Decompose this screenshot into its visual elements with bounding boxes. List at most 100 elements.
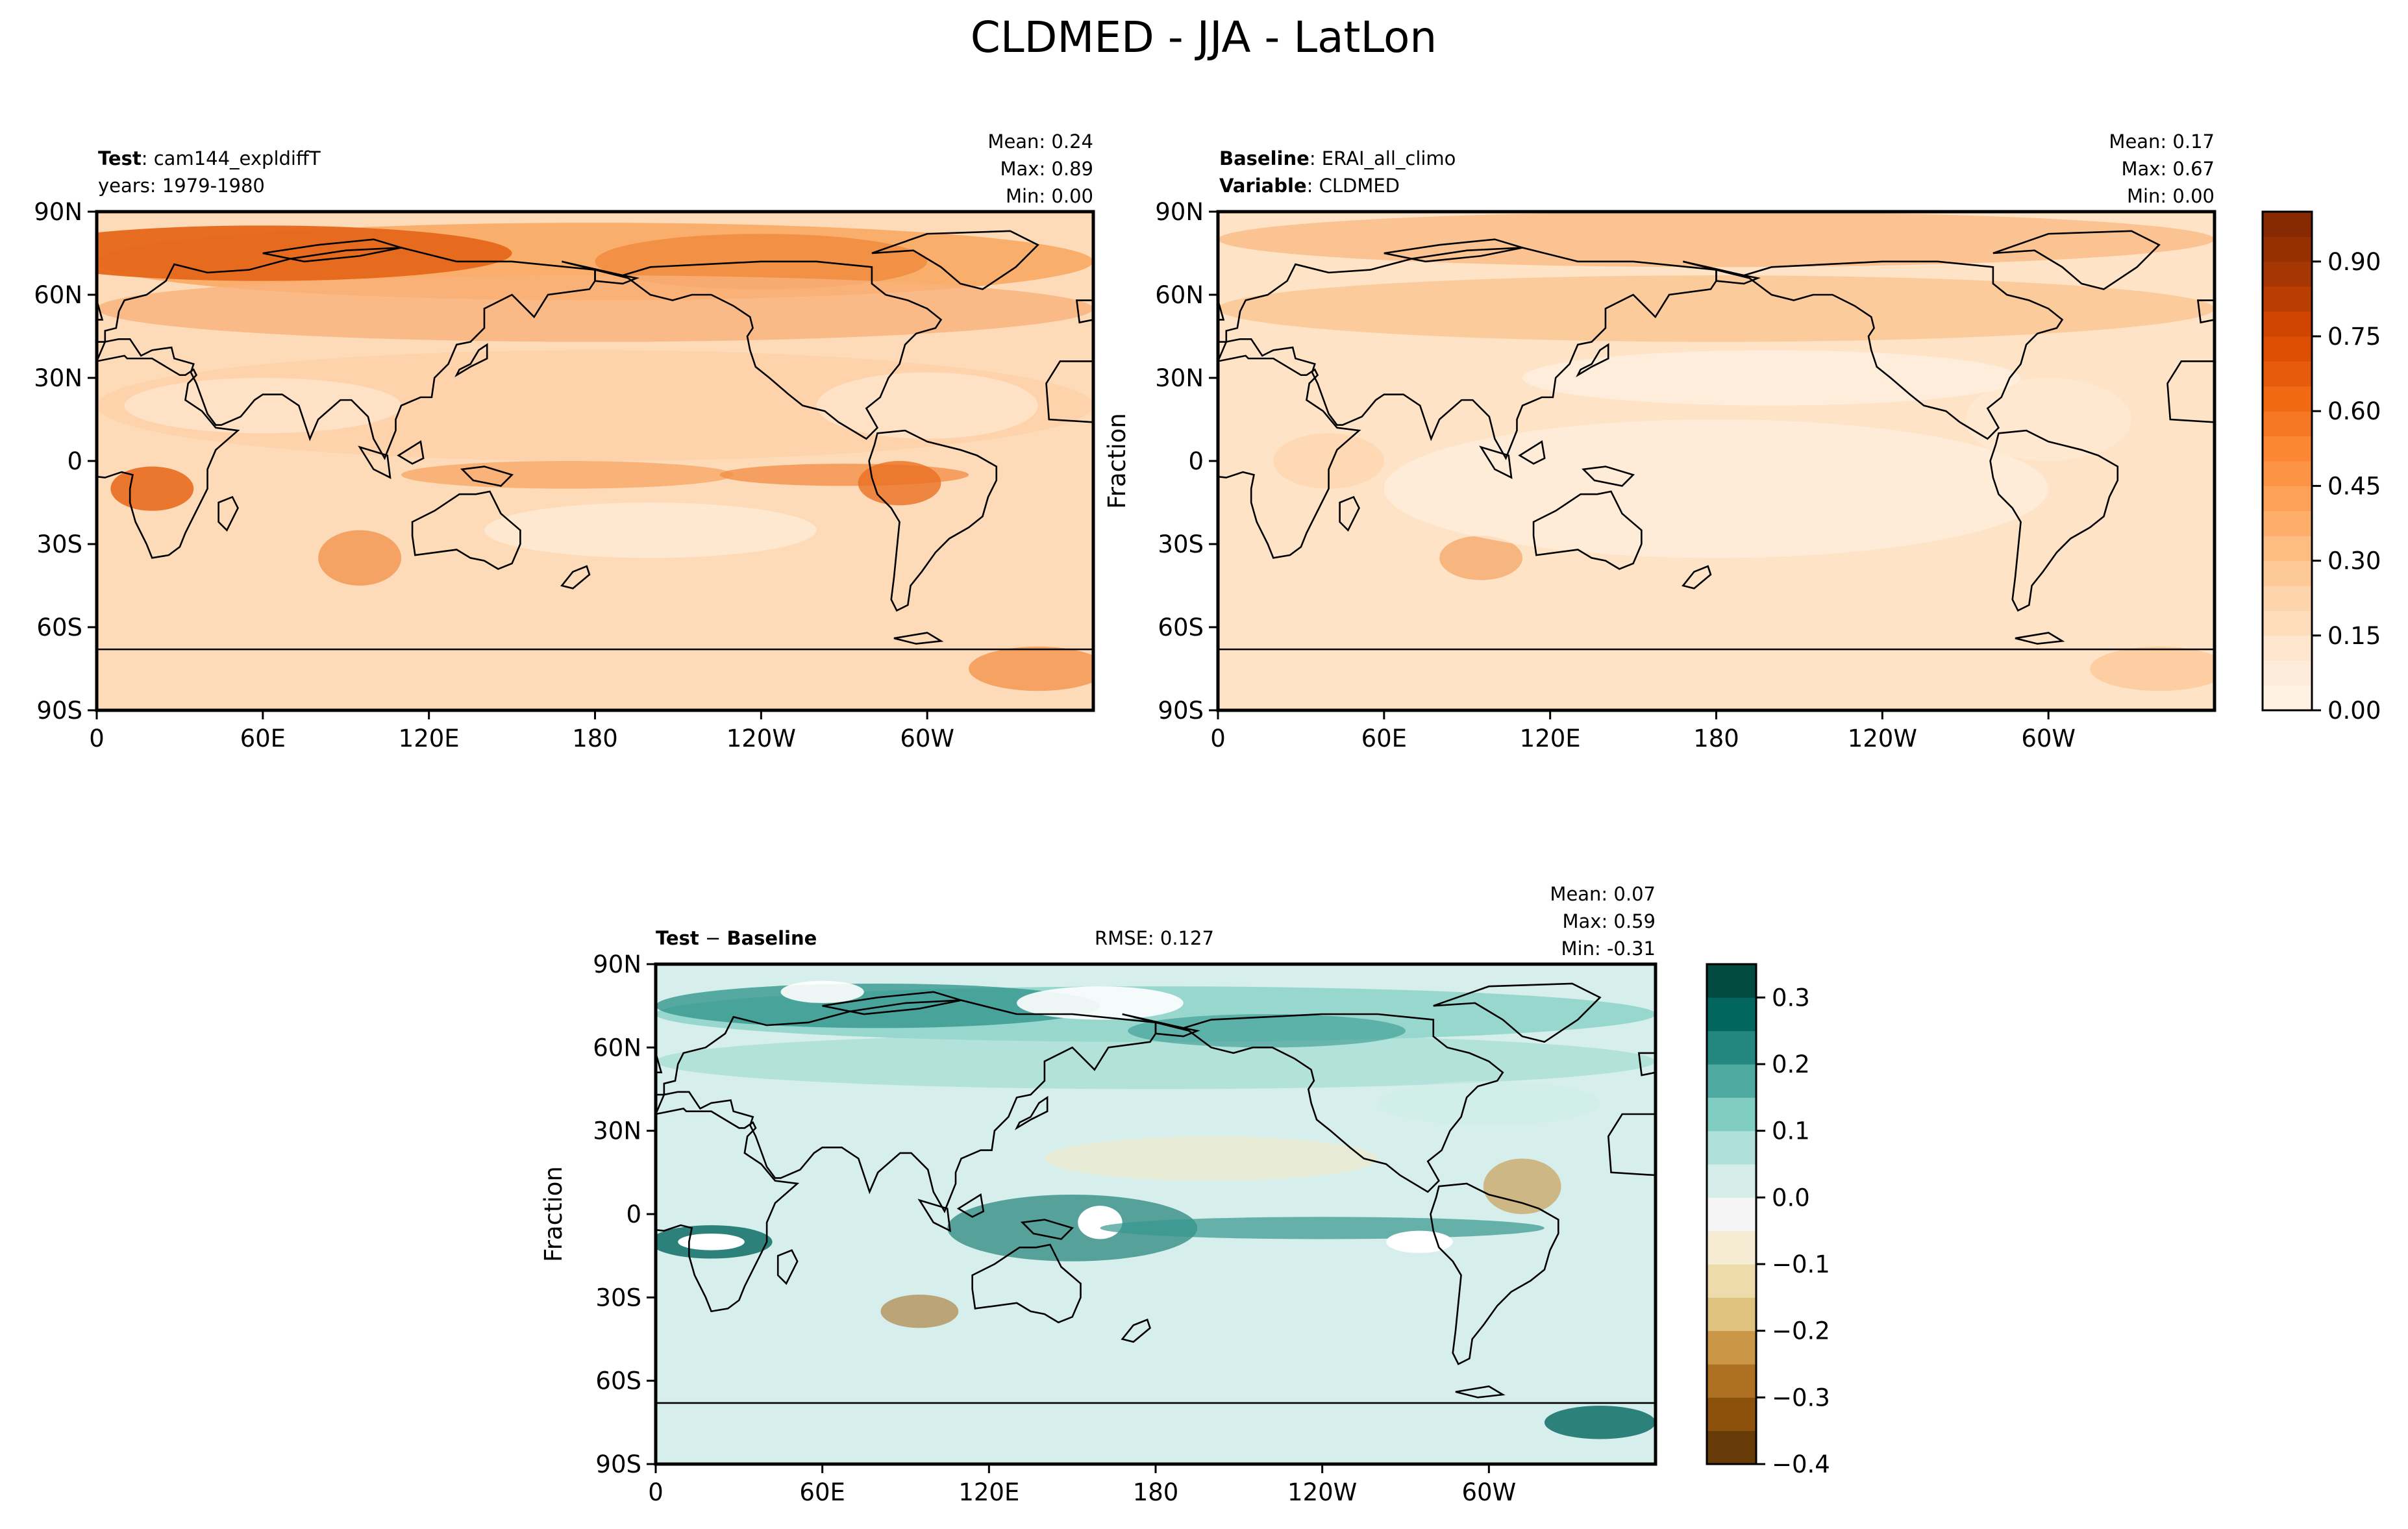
- test-field-region: [484, 503, 817, 558]
- test-years: years: 1979-1980: [98, 175, 265, 197]
- difference-y-tick-label: 90S: [595, 1450, 641, 1478]
- baseline-colorbar-level: [2263, 361, 2312, 387]
- test-y-tick-label: 90N: [34, 198, 82, 226]
- brbg-colorbar-frame: [1706, 963, 1757, 1465]
- difference-colorbar-level: [1707, 1264, 1756, 1298]
- oranges-colorbar-frame: [2261, 210, 2313, 712]
- baseline-y-tick-label: 60N: [1155, 281, 1204, 309]
- test-x-tick-label: 120W: [726, 725, 796, 752]
- baseline-header-line-1: Baseline: ERAI_all_climo: [1219, 147, 1456, 169]
- baseline-colorbar-tick-label: 0.15: [2327, 622, 2381, 650]
- baseline-field-region: [1439, 536, 1523, 580]
- difference-colorbar-tick-label: 0.1: [1772, 1117, 1810, 1145]
- difference-colorbar-level: [1707, 964, 1756, 998]
- baseline-x-tick-label: 0: [1210, 725, 1226, 752]
- difference-field-region: [1078, 1206, 1123, 1239]
- baseline-colorbar-tick-label: 0.45: [2327, 472, 2381, 500]
- difference-field-region: [1386, 1230, 1453, 1253]
- baseline-header-label: Baseline: [1219, 147, 1310, 169]
- test-x-ticks: 0 60E 120E 180 120W 60W: [89, 710, 954, 752]
- baseline-y-tick-label: 90S: [1158, 697, 1204, 725]
- difference-x-tick-label: 0: [648, 1478, 664, 1506]
- difference-colorbar-tick-label: −0.2: [1772, 1317, 1830, 1345]
- test-y-tick-label: 60N: [34, 281, 82, 309]
- difference-colorbar-tick-label: 0.0: [1772, 1184, 1810, 1212]
- test-map-field: [97, 212, 1093, 710]
- test-stat-min: Min: 0.00: [1006, 185, 1093, 207]
- baseline-y-tick-label: 90N: [1155, 198, 1204, 226]
- baseline-colorbar-level: [2263, 461, 2312, 486]
- difference-x-ticks: 0 60E 120E 180 120W 60W: [648, 1464, 1516, 1506]
- test-x-tick-label: 60W: [900, 725, 954, 752]
- baseline-y-tick-label: 60S: [1158, 614, 1204, 641]
- difference-y-tick-label: 90N: [593, 951, 641, 978]
- baseline-y-axis-label: Fraction: [1103, 413, 1131, 509]
- test-x-tick-label: 180: [572, 725, 618, 752]
- difference-y-ticks: 90N 60N 30N 0 30S 60S 90S: [593, 951, 656, 1478]
- baseline-colorbar-level: [2263, 586, 2312, 611]
- difference-colorbar-tick-label: −0.4: [1772, 1450, 1830, 1478]
- difference-stats: Mean: 0.07 Max: 0.59 Min: -0.31: [1550, 883, 1656, 960]
- baseline-colorbar-level: [2263, 560, 2312, 586]
- difference-colorbar-level: [1707, 1197, 1756, 1232]
- difference-field-region: [1544, 1406, 1656, 1439]
- difference-field-region: [678, 1233, 745, 1250]
- test-y-tick-label: 90S: [36, 697, 82, 725]
- difference-stat-max: Max: 0.59: [1562, 910, 1656, 932]
- difference-field-region: [1128, 1014, 1406, 1048]
- test-field-region: [969, 646, 1093, 691]
- baseline-field-region: [1522, 350, 2021, 406]
- difference-x-tick-label: 180: [1133, 1478, 1179, 1506]
- baseline-colorbar-level: [2263, 436, 2312, 462]
- baseline-y-tick-label: 0: [1188, 447, 1204, 475]
- baseline-stat-min: Min: 0.00: [2127, 185, 2215, 207]
- test-y-tick-label: 30N: [34, 364, 82, 392]
- test-stat-mean: Mean: 0.24: [987, 131, 1093, 153]
- test-stat-max: Max: 0.89: [1000, 158, 1093, 180]
- baseline-colorbar-level: [2263, 236, 2312, 262]
- baseline-colorbar-level: [2263, 411, 2312, 437]
- difference-field-region: [1378, 1080, 1600, 1126]
- baseline-y-tick-label: 30N: [1155, 364, 1204, 392]
- test-field-region: [401, 461, 734, 489]
- difference-colorbar-tick-label: −0.1: [1772, 1250, 1830, 1278]
- difference-colorbar-level: [1707, 1164, 1756, 1198]
- difference-colorbar-level: [1707, 997, 1756, 1032]
- difference-colorbar-level: [1707, 1330, 1756, 1365]
- test-x-tick-label: 0: [89, 725, 105, 752]
- test-panel: Test: cam144_expldiffT years: 1979-1980 …: [34, 131, 1095, 752]
- difference-field-region: [780, 980, 864, 1003]
- difference-panel: Test − Baseline RMSE: 0.127 Fraction Mea…: [540, 883, 1657, 1506]
- difference-x-tick-label: 60W: [1461, 1478, 1516, 1506]
- baseline-panel: Baseline: ERAI_all_climo Variable: CLDME…: [1103, 131, 2216, 752]
- baseline-colorbar-tick-label: 0.00: [2327, 697, 2381, 725]
- difference-field-region: [880, 1295, 959, 1328]
- baseline-header-line-2: Variable: CLDMED: [1219, 175, 1400, 197]
- test-field-region: [318, 530, 402, 586]
- baseline-colorbar-level: [2263, 311, 2312, 337]
- difference-colorbar-level: [1707, 1064, 1756, 1098]
- difference-colorbar-level: [1707, 1397, 1756, 1432]
- test-field-region: [816, 372, 1038, 439]
- baseline-colorbar-level: [2263, 536, 2312, 562]
- test-header-label: Test: [98, 147, 142, 169]
- difference-colorbar-level: [1707, 1430, 1756, 1465]
- difference-field-region: [656, 983, 1100, 1028]
- baseline-colorbar-level: [2263, 610, 2312, 636]
- baseline-colorbar-level: [2263, 261, 2312, 287]
- baseline-field-region: [1273, 433, 1384, 489]
- brbg-colorbar: 0.3 0.2 0.1 0.0 −0.1 −0.2 −0.3 −0.4: [1706, 963, 1830, 1478]
- baseline-y-ticks: 90N 60N 30N 0 30S 60S 90S: [1155, 198, 1218, 725]
- difference-colorbar-level: [1707, 1130, 1756, 1165]
- baseline-x-tick-label: 60W: [2021, 725, 2076, 752]
- difference-colorbar-level: [1707, 1230, 1756, 1265]
- baseline-x-tick-label: 180: [1693, 725, 1739, 752]
- figure-title: CLDMED - JJA - LatLon: [971, 12, 1437, 62]
- difference-colorbar-level: [1707, 1030, 1756, 1065]
- difference-header: Test − Baseline: [656, 927, 817, 949]
- difference-colorbar-tick-label: 0.2: [1772, 1050, 1810, 1078]
- baseline-stats: Mean: 0.17 Max: 0.67 Min: 0.00: [2109, 131, 2215, 207]
- difference-y-tick-label: 30N: [593, 1117, 641, 1145]
- difference-y-tick-label: 60N: [593, 1034, 641, 1062]
